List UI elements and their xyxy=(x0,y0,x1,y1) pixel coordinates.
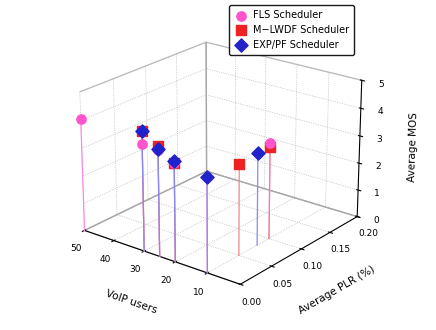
X-axis label: VoIP users: VoIP users xyxy=(105,288,158,315)
Legend: FLS Scheduler, M−LWDF Scheduler, EXP/PF Scheduler: FLS Scheduler, M−LWDF Scheduler, EXP/PF … xyxy=(229,5,354,55)
Y-axis label: Average PLR (%): Average PLR (%) xyxy=(297,264,376,316)
